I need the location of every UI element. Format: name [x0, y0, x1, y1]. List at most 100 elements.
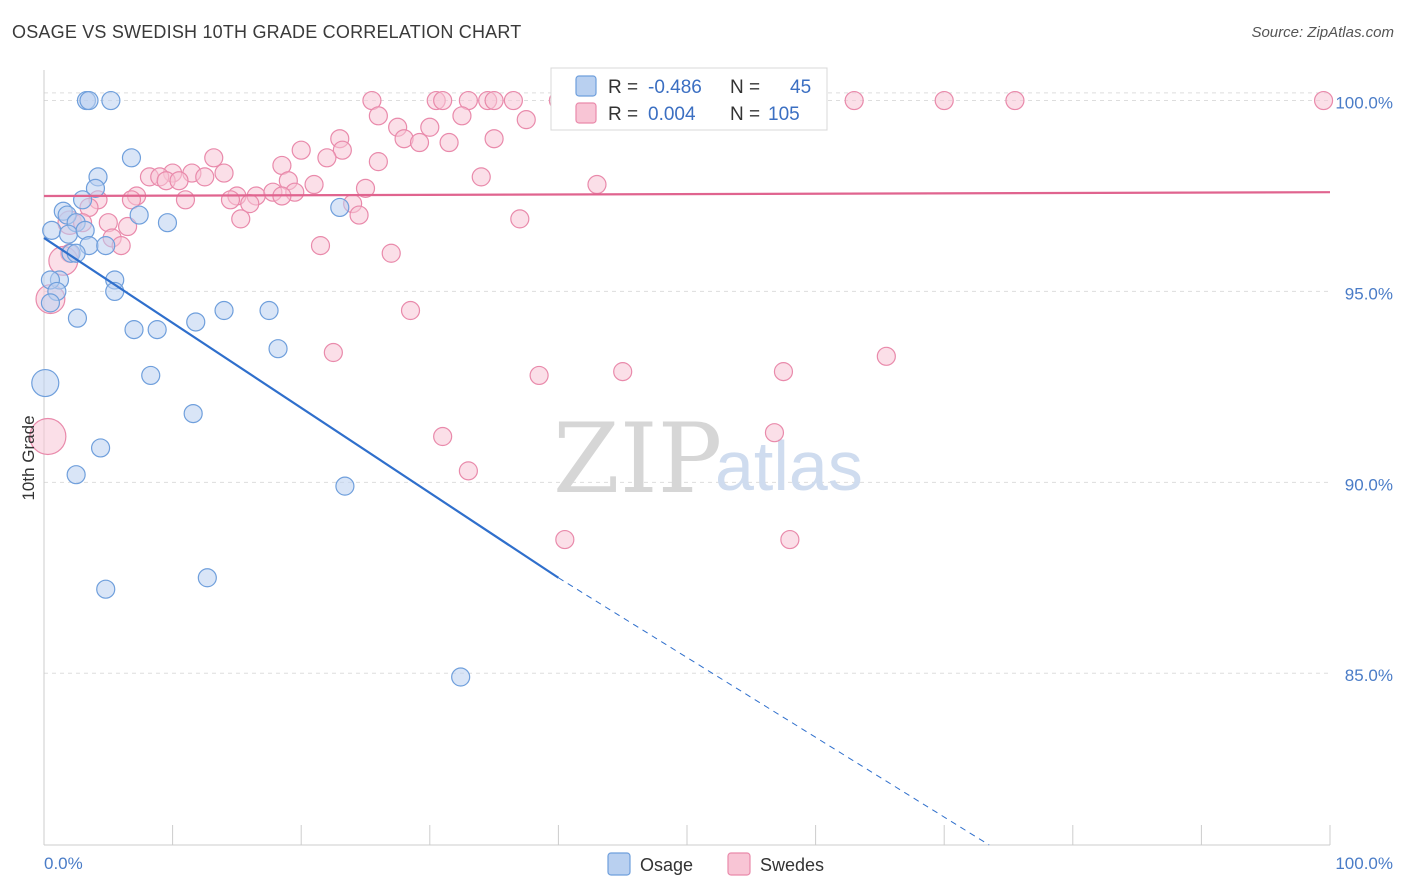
- swedes-point-20: [368, 106, 388, 126]
- y-tick-label-95: 95.0%: [1345, 284, 1393, 303]
- osage-point-27: [147, 320, 167, 340]
- swedes-point-22: [516, 110, 536, 130]
- swedes-trend-line: [43, 191, 1331, 198]
- series-osage-points: [31, 90, 471, 687]
- y-tick-label-85: 85.0%: [1345, 666, 1393, 685]
- osage-point-12: [58, 224, 79, 244]
- osage-point-30: [259, 300, 279, 321]
- swedes-point-77: [323, 342, 343, 363]
- osage-point-35: [183, 403, 203, 424]
- legend-n-label-swedes: N =: [730, 104, 760, 125]
- osage-point-14: [157, 213, 178, 233]
- osage-point-40: [96, 579, 116, 599]
- swedes-point-43: [169, 171, 189, 191]
- swedes-point-85: [458, 461, 478, 481]
- bottom-legend-swatch-osage: [607, 852, 631, 876]
- osage-point-29: [214, 300, 234, 321]
- osage-trend-line-extension: [558, 577, 990, 846]
- swedes-point-71: [310, 236, 331, 256]
- osage-point-16: [96, 236, 116, 256]
- legend: R = -0.486 N = 45 R = 0.004 N = 105: [550, 67, 828, 131]
- swedes-point-33: [368, 152, 388, 172]
- swedes-point-21: [452, 106, 472, 126]
- swedes-point-64: [510, 209, 530, 229]
- swedes-point-62: [349, 205, 369, 225]
- osage-point-3: [121, 148, 142, 168]
- trend-lines: [43, 191, 1331, 846]
- swedes-point-80: [773, 362, 794, 382]
- legend-r-label-osage: R =: [608, 77, 638, 98]
- osage-point-6: [72, 190, 93, 210]
- osage-point-41: [451, 667, 471, 687]
- osage-point-25: [67, 308, 88, 328]
- osage-point-34: [31, 368, 60, 398]
- y-tick-labels: 85.0% 90.0% 95.0% 100.0%: [1335, 94, 1393, 686]
- osage-point-28: [186, 312, 206, 332]
- bottom-legend-swatch-swedes: [727, 852, 751, 876]
- osage-point-26: [124, 320, 144, 340]
- osage-point-33: [141, 365, 161, 386]
- swedes-point-32: [317, 148, 337, 168]
- swedes-point-24: [420, 117, 440, 137]
- osage-trend-line: [43, 237, 560, 579]
- osage-point-24: [40, 293, 61, 313]
- y-tick-label-90: 90.0%: [1345, 475, 1393, 494]
- swedes-point-63: [231, 209, 251, 229]
- osage-point-36: [90, 438, 111, 458]
- osage-point-1: [79, 90, 99, 111]
- swedes-point-2: [433, 90, 453, 111]
- swedes-point-45: [304, 174, 324, 195]
- swedes-point-5: [484, 90, 504, 111]
- bottom-legend-label-osage: Osage: [640, 855, 693, 875]
- osage-point-37: [66, 465, 86, 485]
- swedes-point-31: [291, 140, 311, 160]
- swedes-point-26: [409, 132, 430, 153]
- swedes-point-27: [439, 132, 459, 153]
- swedes-point-87: [780, 529, 800, 550]
- y-axis-title: 10th Grade: [19, 415, 38, 500]
- legend-r-value-swedes: 0.004: [648, 104, 696, 125]
- swedes-point-6: [503, 90, 523, 111]
- chart-title: OSAGE VS SWEDISH 10TH GRADE CORRELATION …: [12, 22, 522, 42]
- swedes-point-48: [355, 178, 376, 198]
- swedes-point-78: [876, 346, 896, 366]
- grid-lines: [44, 92, 1330, 674]
- swedes-point-14: [844, 90, 864, 111]
- swedes-point-79: [613, 362, 633, 382]
- legend-swatch-osage: [575, 75, 597, 97]
- osage-point-11: [42, 220, 62, 240]
- x-tick-label-min: 0.0%: [44, 854, 83, 873]
- swedes-point-28: [484, 129, 504, 149]
- swedes-point-35: [204, 148, 224, 168]
- bottom-legend-label-swedes: Swedes: [760, 855, 824, 875]
- legend-n-label-osage: N =: [730, 77, 760, 98]
- swedes-point-81: [529, 365, 549, 386]
- swedes-point-58: [220, 190, 241, 210]
- legend-n-value-swedes: 105: [768, 104, 800, 125]
- swedes-point-76: [400, 300, 421, 321]
- swedes-point-82: [29, 417, 67, 456]
- swedes-point-46: [471, 167, 491, 187]
- osage-point-38: [335, 476, 355, 496]
- swedes-point-38: [214, 163, 234, 183]
- legend-r-value-osage: -0.486: [648, 77, 702, 98]
- swedes-point-73: [381, 243, 401, 263]
- swedes-point-15: [934, 90, 954, 111]
- osage-point-9: [129, 205, 149, 225]
- swedes-point-17: [1313, 90, 1334, 111]
- swedes-point-16: [1005, 90, 1025, 111]
- legend-r-label-swedes: R =: [608, 104, 638, 125]
- chart-source: Source: ZipAtlas.com: [1251, 24, 1394, 41]
- swedes-point-30: [332, 140, 352, 160]
- x-tick-label-max: 100.0%: [1335, 854, 1393, 873]
- watermark: ZIP atlas: [553, 403, 863, 515]
- swedes-point-83: [433, 426, 453, 447]
- swedes-point-41: [195, 167, 215, 187]
- watermark-zip: ZIP: [553, 403, 722, 515]
- y-tick-label-100: 100.0%: [1335, 94, 1393, 113]
- swedes-point-47: [587, 174, 607, 195]
- swedes-point-84: [764, 423, 785, 443]
- swedes-point-57: [175, 190, 196, 210]
- osage-point-5: [85, 178, 106, 198]
